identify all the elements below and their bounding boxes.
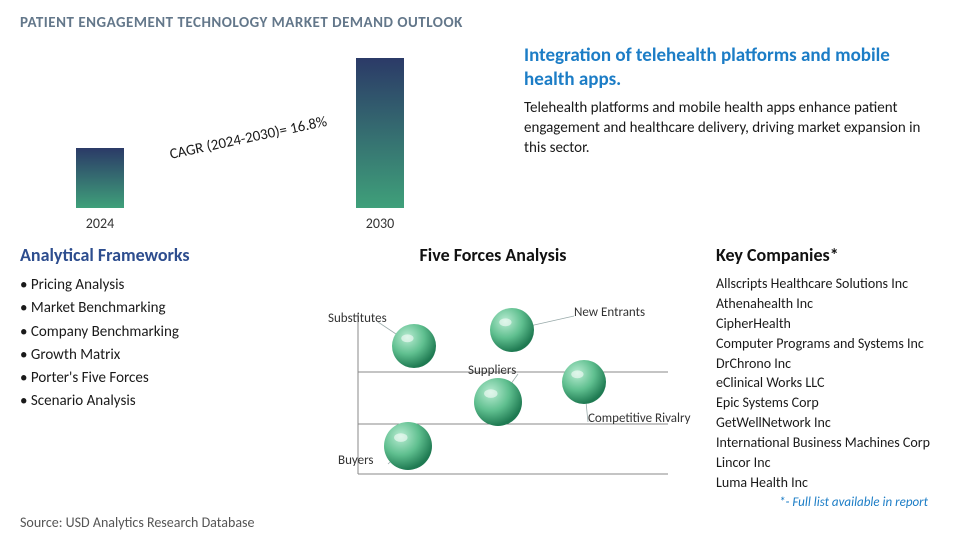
force-node — [384, 422, 432, 470]
frameworks-list: Pricing AnalysisMarket BenchmarkingCompa… — [20, 274, 270, 414]
force-node — [392, 324, 436, 368]
list-item: Growth Matrix — [20, 344, 270, 367]
list-item: eClinical Works LLC — [716, 373, 938, 393]
list-item: Lincor Inc — [716, 453, 938, 473]
list-item: Athenahealth Inc — [716, 294, 938, 314]
description-title: Integration of telehealth platforms and … — [524, 44, 926, 92]
bar-label: 2024 — [86, 215, 114, 232]
list-item: GetWellNetwork Inc — [716, 413, 938, 433]
bar-2024 — [76, 148, 124, 208]
list-item: Market Benchmarking — [20, 297, 270, 320]
page-title: PATIENT ENGAGEMENT TECHNOLOGY MARKET DEM… — [20, 14, 938, 32]
force-label: New Entrants — [574, 305, 645, 320]
force-label: Substitutes — [328, 311, 387, 326]
force-node — [474, 378, 522, 426]
list-item: Epic Systems Corp — [716, 393, 938, 413]
force-node — [562, 360, 606, 404]
companies-panel: Key Companies* Allscripts Healthcare Sol… — [716, 244, 938, 510]
top-row: 20242030 CAGR (2024-2030)= 16.8% Integra… — [20, 38, 938, 238]
bar-2030 — [356, 58, 404, 208]
five-forces-title: Five Forces Analysis — [288, 244, 698, 266]
description-body: Telehealth platforms and mobile health a… — [524, 98, 926, 159]
list-item: DrChrono Inc — [716, 354, 938, 374]
list-item: Allscripts Healthcare Solutions Inc — [716, 274, 938, 294]
bar-chart: 20242030 CAGR (2024-2030)= 16.8% — [20, 38, 500, 238]
companies-list: Allscripts Healthcare Solutions IncAthen… — [716, 274, 938, 493]
frameworks-title: Analytical Frameworks — [20, 244, 270, 266]
force-label: Competitive Rivalry — [588, 411, 691, 426]
force-label: Suppliers — [468, 363, 516, 378]
list-item: Company Benchmarking — [20, 321, 270, 344]
list-item: Computer Programs and Systems Inc — [716, 334, 938, 354]
frameworks-panel: Analytical Frameworks Pricing AnalysisMa… — [20, 244, 270, 510]
list-item: Porter's Five Forces — [20, 367, 270, 390]
list-item: Luma Health Inc — [716, 473, 938, 493]
list-item: CipherHealth — [716, 314, 938, 334]
bar-label: 2030 — [366, 215, 394, 232]
companies-title: Key Companies* — [716, 244, 938, 266]
list-item: Scenario Analysis — [20, 390, 270, 413]
five-forces-diagram: Substitutes New Entrants Suppliers Competit… — [288, 274, 698, 484]
list-item: Pricing Analysis — [20, 274, 270, 297]
companies-footnote: *- Full list available in report — [716, 495, 938, 510]
list-item: International Business Machines Corp — [716, 433, 938, 453]
mid-row: Analytical Frameworks Pricing AnalysisMa… — [20, 244, 938, 510]
description: Integration of telehealth platforms and … — [524, 38, 938, 238]
force-label: Buyers — [338, 453, 374, 468]
source-label: Source: USD Analytics Research Database — [20, 514, 938, 531]
force-node — [490, 308, 534, 352]
five-forces-panel: Five Forces Analysis Substitutes New Entr… — [288, 244, 698, 510]
